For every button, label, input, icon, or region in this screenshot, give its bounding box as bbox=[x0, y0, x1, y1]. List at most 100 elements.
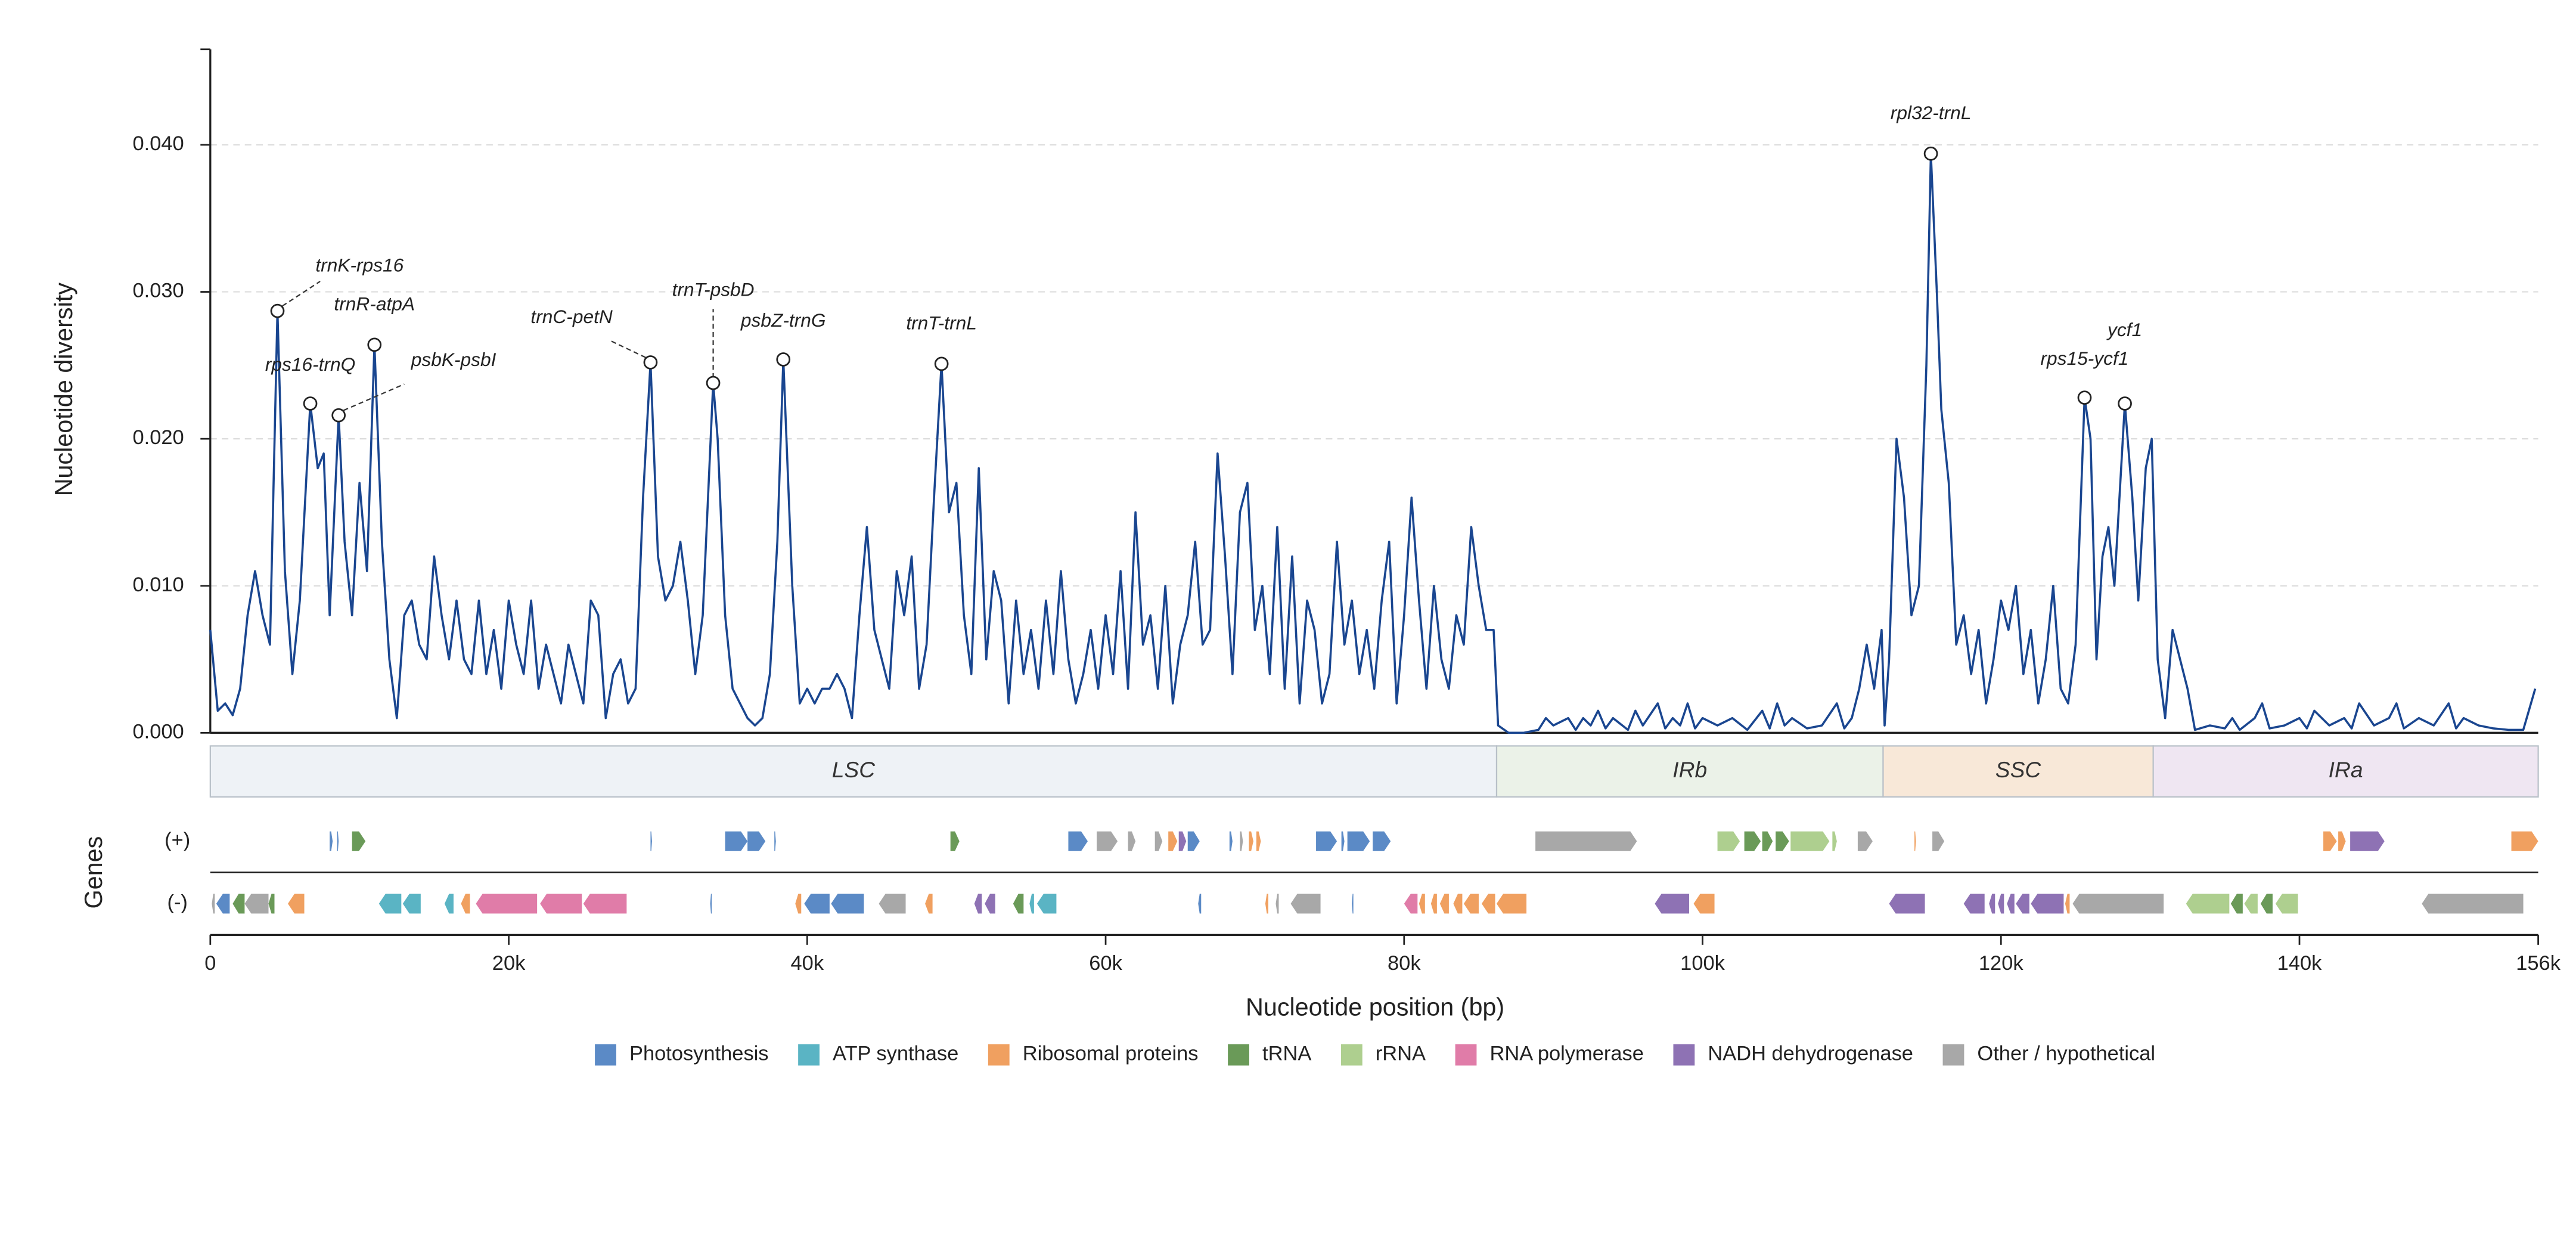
gene-block bbox=[725, 831, 748, 851]
gene-block bbox=[1068, 831, 1088, 851]
gene-block bbox=[378, 894, 402, 914]
gene-block bbox=[1352, 894, 1354, 914]
legend-label: Photosynthesis bbox=[629, 1043, 769, 1065]
gene-block bbox=[1097, 831, 1118, 851]
gene-block bbox=[1453, 894, 1463, 914]
gene-block bbox=[244, 894, 269, 914]
peak-marker bbox=[776, 352, 791, 367]
gene-block bbox=[1463, 894, 1479, 914]
legend-swatch bbox=[988, 1044, 1010, 1066]
gene-block bbox=[795, 894, 802, 914]
x-tick-label: 156k bbox=[2516, 952, 2561, 975]
peak-marker bbox=[270, 303, 285, 318]
gene-block bbox=[2338, 831, 2346, 851]
gene-block bbox=[1419, 894, 1425, 914]
gene-block bbox=[710, 894, 712, 914]
gene-block bbox=[925, 894, 933, 914]
legend-swatch bbox=[1455, 1044, 1477, 1066]
gene-block bbox=[476, 894, 538, 914]
gene-block bbox=[1013, 894, 1024, 914]
gene-block bbox=[330, 831, 333, 851]
x-axis-label: Nucleotide position (bp) bbox=[1246, 993, 1504, 1021]
gene-block bbox=[232, 894, 245, 914]
peak-marker bbox=[303, 396, 318, 411]
legend-label: NADH dehydrogenase bbox=[1708, 1043, 1913, 1065]
gene-block bbox=[1535, 831, 1637, 851]
region-bar bbox=[2152, 745, 2539, 798]
legend-label: RNA polymerase bbox=[1489, 1043, 1643, 1065]
legend-swatch bbox=[798, 1044, 820, 1066]
gene-block bbox=[444, 894, 454, 914]
gene-block bbox=[747, 831, 766, 851]
gene-block bbox=[1316, 831, 1337, 851]
gene-block bbox=[1693, 894, 1715, 914]
gene-block bbox=[1744, 831, 1761, 851]
x-tick-label: 20k bbox=[492, 952, 526, 975]
gene-block bbox=[2031, 894, 2064, 914]
gene-block bbox=[1762, 831, 1773, 851]
legend-swatch bbox=[595, 1044, 616, 1066]
gene-block bbox=[879, 894, 906, 914]
gene-block bbox=[461, 894, 470, 914]
peak-label: ycf1 bbox=[2106, 319, 2142, 340]
x-tick-label: 100k bbox=[1680, 952, 1725, 975]
legend-label: ATP synthase bbox=[833, 1043, 958, 1065]
y-tick-label: 0.020 bbox=[133, 426, 184, 449]
legend-swatch bbox=[1340, 1044, 1363, 1066]
peak-label: psbK-psbI bbox=[411, 349, 496, 370]
gene-block bbox=[1128, 831, 1136, 851]
gene-block bbox=[1430, 894, 1437, 914]
gene-block bbox=[1373, 831, 1391, 851]
peak-label: rpl32-trnL bbox=[1891, 102, 1972, 123]
gene-block bbox=[1249, 831, 1253, 851]
gene-block bbox=[1932, 831, 1945, 851]
gene-block bbox=[2186, 894, 2230, 914]
legend-label: tRNA bbox=[1262, 1043, 1311, 1065]
gene-block bbox=[1481, 894, 1495, 914]
y-tick-label: 0.030 bbox=[133, 280, 184, 302]
gene-block bbox=[1857, 831, 1873, 851]
region-label: IRb bbox=[1672, 757, 1707, 782]
leader-line bbox=[282, 281, 321, 307]
gene-block bbox=[1963, 894, 1985, 914]
region-label: LSC bbox=[832, 757, 876, 782]
peak-label: trnT-psbD bbox=[672, 278, 755, 300]
gene-block bbox=[950, 831, 960, 851]
gene-block bbox=[2275, 894, 2298, 914]
x-tick-label: 60k bbox=[1089, 952, 1122, 975]
gene-block bbox=[2065, 894, 2070, 914]
gene-block bbox=[831, 894, 864, 914]
gene-block bbox=[1290, 894, 1321, 914]
gene-block bbox=[1198, 894, 1202, 914]
peak-marker bbox=[643, 355, 658, 370]
gene-block bbox=[1998, 894, 2004, 914]
gene-block bbox=[1989, 894, 1995, 914]
gene-block bbox=[2323, 831, 2337, 851]
gene-block bbox=[1404, 894, 1418, 914]
gene-block bbox=[1168, 831, 1178, 851]
peak-marker bbox=[2118, 396, 2132, 411]
x-tick-label: 0 bbox=[204, 952, 216, 975]
gene-block bbox=[2260, 894, 2273, 914]
leader-line bbox=[610, 340, 646, 358]
peak-marker bbox=[331, 408, 346, 423]
gene-block bbox=[2016, 894, 2029, 914]
gene-block bbox=[337, 831, 339, 851]
gene-block bbox=[1717, 831, 1740, 851]
gene-block bbox=[1341, 831, 1345, 851]
gene-block bbox=[1347, 831, 1370, 851]
legend-label: Other / hypothetical bbox=[1977, 1043, 2155, 1065]
peak-label: trnT-trnL bbox=[906, 312, 977, 334]
gene-block bbox=[804, 894, 830, 914]
legend-swatch bbox=[1942, 1044, 1964, 1066]
gene-block bbox=[1256, 831, 1261, 851]
x-tick-label: 80k bbox=[1388, 952, 1421, 975]
y-tick-label: 0.000 bbox=[133, 720, 184, 743]
gene-block bbox=[352, 831, 366, 851]
gene-block bbox=[1229, 831, 1233, 851]
gene-block bbox=[2072, 894, 2164, 914]
gene-block bbox=[2230, 894, 2243, 914]
gene-block bbox=[268, 894, 275, 914]
